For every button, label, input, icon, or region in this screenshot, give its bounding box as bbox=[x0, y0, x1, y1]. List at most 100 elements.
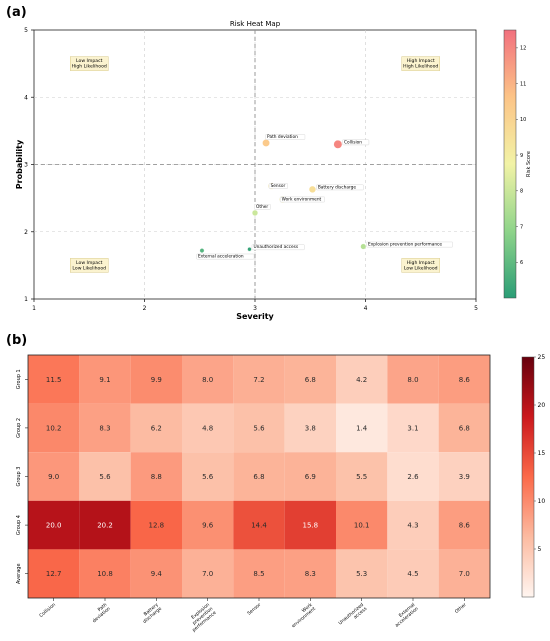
row-label: Group 1 bbox=[16, 369, 22, 389]
heatmap-cell: 4.2 bbox=[336, 355, 388, 404]
heatmap-cell: 5.6 bbox=[182, 452, 234, 501]
point-label: Work environment bbox=[282, 196, 322, 202]
cell-value: 6.8 bbox=[305, 376, 316, 384]
cell-value: 8.5 bbox=[253, 570, 264, 578]
colorbar-tick-label: 25 bbox=[538, 354, 546, 361]
cell-value: 20.2 bbox=[97, 522, 113, 530]
risk-score-colorbar bbox=[503, 29, 517, 299]
heatmap-cell: 7.0 bbox=[182, 549, 234, 598]
cell-value: 12.7 bbox=[46, 570, 62, 578]
cell-color bbox=[28, 452, 80, 501]
colorbar-tick-label: 5 bbox=[538, 546, 542, 553]
heatmap-cell: 7.0 bbox=[438, 549, 490, 598]
cell-color bbox=[284, 403, 336, 453]
cell-value: 6.2 bbox=[151, 424, 162, 432]
cell-value: 2.6 bbox=[407, 473, 419, 481]
heatmap-cell: 15.8 bbox=[284, 500, 336, 550]
colorbar-tick-label: 10 bbox=[520, 117, 526, 123]
column-label: Unauthorizedaccess bbox=[337, 602, 368, 631]
cell-value: 10.2 bbox=[46, 424, 62, 432]
risk-point: Unauthorized access bbox=[247, 244, 305, 252]
cell-value: 15.8 bbox=[303, 522, 319, 530]
cell-color bbox=[336, 452, 388, 501]
heatmap-cell: 4.8 bbox=[182, 403, 234, 453]
cell-color bbox=[130, 403, 182, 453]
cell-color bbox=[28, 500, 80, 550]
column-label: Explosionpreventionperformance bbox=[185, 602, 218, 634]
y-axis-label: Probability bbox=[15, 139, 24, 189]
row-label: Group 2 bbox=[16, 418, 22, 438]
cell-value: 12.8 bbox=[149, 522, 165, 530]
cell-color bbox=[336, 549, 388, 598]
row-label: Group 3 bbox=[16, 467, 22, 487]
svg-text:Low Likelihood: Low Likelihood bbox=[404, 265, 438, 271]
heatmap-cell: 9.6 bbox=[182, 500, 234, 550]
row-label: Group 4 bbox=[16, 515, 22, 535]
svg-text:Low Impact: Low Impact bbox=[76, 260, 103, 266]
cell-value: 8.0 bbox=[202, 376, 213, 384]
cell-color bbox=[387, 355, 439, 404]
point-label: Path deviation bbox=[267, 134, 298, 140]
cell-value: 5.6 bbox=[202, 473, 214, 481]
heatmap-cell: 11.5 bbox=[28, 355, 80, 404]
cell-value: 7.2 bbox=[253, 376, 264, 384]
heatmap-cell: 5.6 bbox=[233, 403, 285, 453]
risk-point: Collision bbox=[333, 139, 370, 149]
heatmap-cell: 10.2 bbox=[28, 403, 80, 453]
colorbar-label: Risk Score bbox=[526, 151, 532, 177]
risk-point: Work environment bbox=[279, 196, 325, 203]
y-tick-label: 1 bbox=[24, 296, 28, 303]
colorbar-tick-label: 10 bbox=[538, 498, 546, 505]
cell-value: 5.5 bbox=[356, 473, 367, 481]
cell-color bbox=[79, 500, 131, 550]
cell-color bbox=[233, 500, 285, 550]
cell-color bbox=[28, 549, 80, 598]
point-marker bbox=[247, 247, 252, 252]
cell-color bbox=[387, 500, 439, 550]
point-label: Unauthorized access bbox=[253, 244, 298, 250]
cell-color bbox=[387, 549, 439, 598]
cell-value: 4.5 bbox=[407, 570, 418, 578]
cell-value: 7.0 bbox=[459, 570, 470, 578]
heatmap-cell: 9.9 bbox=[130, 355, 182, 404]
cell-value: 9.6 bbox=[202, 522, 214, 530]
risk-point: External acceleration bbox=[196, 248, 255, 260]
heatmap-cell: 3.1 bbox=[387, 403, 439, 453]
cell-value: 8.6 bbox=[459, 376, 471, 384]
colorbar-tick-label: 7 bbox=[520, 224, 523, 230]
column-label: Pathdeviation bbox=[88, 602, 112, 624]
cell-color bbox=[182, 500, 234, 550]
colorbar-tick-label: 8 bbox=[520, 189, 523, 195]
cell-color bbox=[130, 549, 182, 598]
heatmap-cell: 9.4 bbox=[130, 549, 182, 598]
cell-color bbox=[233, 403, 285, 453]
colorbar-tick-label: 20 bbox=[538, 402, 546, 409]
heatmap-cell: 12.8 bbox=[130, 500, 182, 550]
risk-point: Other bbox=[251, 204, 271, 216]
y-tick-label: 2 bbox=[24, 229, 28, 236]
cell-value: 8.6 bbox=[459, 522, 471, 530]
cell-value: 4.8 bbox=[202, 424, 213, 432]
point-marker bbox=[262, 139, 270, 147]
x-tick-label: 1 bbox=[32, 305, 36, 312]
column-label: Other bbox=[454, 602, 468, 615]
cell-color bbox=[233, 452, 285, 501]
column-label: Externalacceleration bbox=[391, 602, 420, 629]
point-marker bbox=[308, 185, 317, 193]
cell-color bbox=[130, 355, 182, 404]
risk-point: Battery discharge bbox=[308, 184, 364, 193]
svg-text:High Likelihood: High Likelihood bbox=[72, 64, 107, 70]
panel-b-label: (b) bbox=[6, 333, 27, 348]
point-label: Battery discharge bbox=[318, 184, 357, 190]
cell-value: 14.4 bbox=[251, 522, 267, 530]
point-label: Explosion prevention performance bbox=[368, 242, 442, 248]
cell-color bbox=[336, 355, 388, 404]
heatmap-cell: 2.6 bbox=[387, 452, 439, 501]
svg-text:Low Impact: Low Impact bbox=[76, 58, 103, 64]
cell-color bbox=[182, 452, 234, 501]
cell-color bbox=[284, 452, 336, 501]
y-tick-label: 3 bbox=[24, 162, 28, 169]
heatmap-cell: 5.3 bbox=[336, 549, 388, 598]
cell-color bbox=[28, 355, 80, 404]
